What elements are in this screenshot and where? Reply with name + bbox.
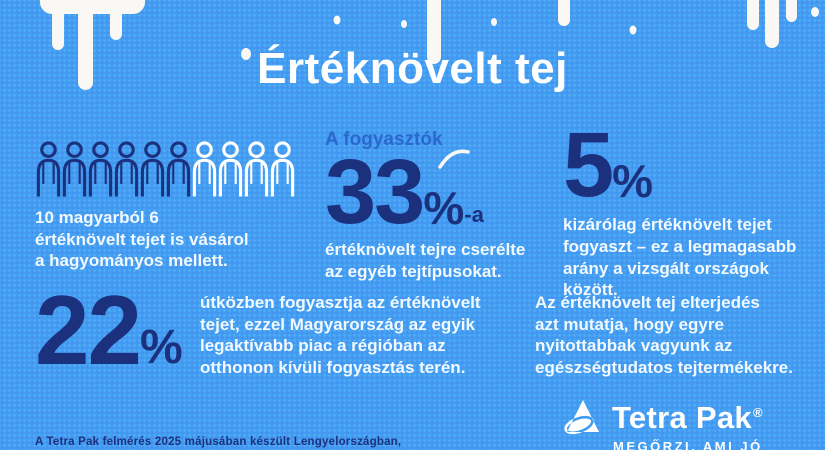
stat-exclusive-text: kizárólag értéknövelt tejet fogyaszt – e… bbox=[563, 215, 797, 300]
conclusion-text: Az értéknövelt tej elterjedés azt mutatj… bbox=[535, 293, 793, 377]
stat-onthego-value: 22 % bbox=[35, 275, 183, 385]
stat-people-text: 10 magyarból 6 értéknövelt tejet is vásá… bbox=[35, 208, 249, 271]
stat-switched-text: értéknövelt tejre cserélte az egyéb tejt… bbox=[325, 240, 526, 282]
percent-suffix: -a bbox=[464, 202, 484, 228]
person-icon bbox=[244, 141, 269, 197]
brand-name: Tetra Pak® bbox=[612, 399, 763, 435]
stat-exclusive-value: 5 % bbox=[563, 114, 825, 216]
stat-onthego-text: útközben fogyasztja az értéknövelt tejet… bbox=[200, 293, 481, 377]
big-number: 5 bbox=[563, 114, 614, 216]
person-icon bbox=[218, 141, 243, 197]
brand-logo-row: Tetra Pak® bbox=[563, 398, 763, 436]
person-icon bbox=[88, 141, 113, 197]
big-number: 33 bbox=[325, 141, 425, 243]
percent-sign: % bbox=[423, 181, 465, 234]
stat-switched: A fogyasztók 33 % -a értéknövelt tejre c… bbox=[325, 129, 525, 283]
stat-people: 10 magyarból 6 értéknövelt tejet is vásá… bbox=[35, 140, 295, 272]
person-icon bbox=[114, 141, 139, 197]
person-icon bbox=[270, 141, 295, 197]
person-icon bbox=[140, 141, 165, 197]
person-icon bbox=[192, 141, 217, 197]
percent-sign: % bbox=[612, 154, 654, 207]
stat-switched-value: 33 % -a bbox=[325, 141, 525, 243]
person-icon bbox=[62, 141, 87, 197]
big-number: 22 bbox=[35, 275, 142, 385]
person-icon bbox=[36, 141, 61, 197]
brand-tagline: MEGŐRZI, AMI JÓ bbox=[613, 439, 763, 450]
stat-exclusive: 5 % kizárólag értéknövelt tejet fogyaszt… bbox=[563, 114, 825, 301]
page-title: Értéknövelt tej bbox=[257, 44, 568, 93]
percent-sign: % bbox=[140, 321, 183, 374]
stat-switched-lead: A fogyasztók bbox=[325, 129, 443, 150]
footnote-text: A Tetra Pak felmérés 2025 májusában kész… bbox=[35, 436, 402, 448]
brand-block: Tetra Pak® MEGŐRZI, AMI JÓ bbox=[563, 398, 763, 450]
tetra-pak-logo-icon bbox=[564, 400, 599, 435]
person-icon bbox=[166, 141, 191, 197]
people-pictograph bbox=[35, 140, 295, 197]
registered-mark: ® bbox=[752, 404, 763, 420]
